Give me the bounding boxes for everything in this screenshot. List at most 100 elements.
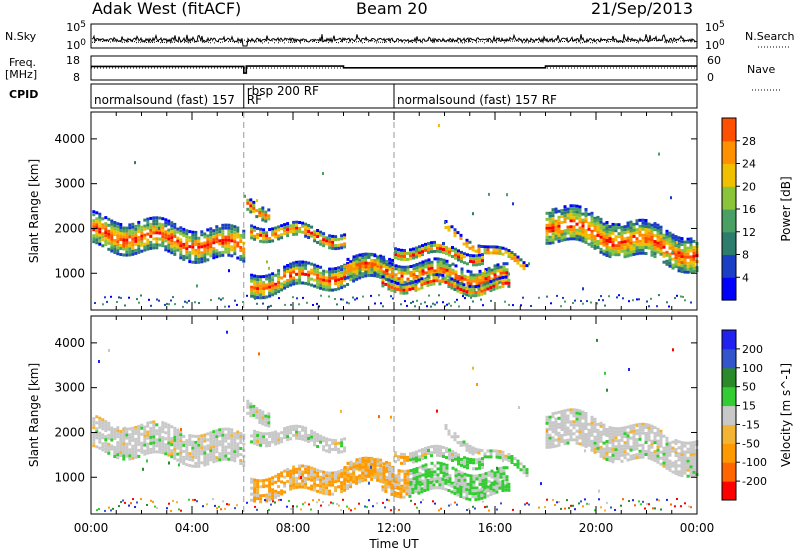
velocity-cell: [292, 486, 296, 490]
velocity-cell: [298, 467, 302, 471]
velocity-cell: [605, 428, 609, 431]
power-cell: [319, 233, 323, 237]
power-cell: [307, 230, 311, 233]
velocity-cell: [325, 480, 329, 484]
power-cell: [513, 253, 517, 257]
velocity-cell: [429, 487, 433, 490]
ytick-label: 4000: [54, 336, 85, 350]
velocity-cell: [483, 486, 487, 490]
power-cell: [364, 261, 368, 265]
power-cell: [468, 246, 472, 250]
power-cell: [221, 223, 225, 227]
power-cell: [480, 289, 484, 293]
velocity-cell: [364, 456, 368, 460]
power-cell: [662, 254, 666, 258]
velocity-cell: [209, 443, 213, 447]
velocity-cell: [316, 489, 320, 493]
power-cell: [578, 235, 582, 239]
velocity-cell: [554, 411, 558, 415]
power-cell: [382, 255, 386, 259]
power-cell: [616, 296, 618, 299]
velocity-cell: [415, 476, 419, 479]
power-cell: [176, 245, 180, 249]
velocity-cell: [424, 475, 428, 479]
power-cell: [418, 273, 422, 277]
power-cell: [442, 258, 446, 262]
velocity-cell: [194, 446, 198, 450]
velocity-cell: [319, 437, 323, 441]
power-cell: [508, 272, 510, 276]
power-cell: [414, 285, 418, 289]
power-cell: [590, 217, 594, 221]
velocity-cell: [632, 441, 636, 445]
power-cell: [382, 264, 386, 268]
velocity-cell: [124, 501, 126, 504]
velocity-cell: [647, 453, 651, 457]
velocity-cell: [128, 442, 132, 446]
power-cell: [310, 268, 314, 272]
power-cell: [289, 274, 293, 278]
power-cell: [185, 250, 189, 254]
velocity-cell: [644, 423, 648, 426]
power-cell: [436, 269, 440, 273]
power-cell: [415, 269, 419, 272]
power-cell: [188, 230, 192, 234]
power-cell: [286, 267, 290, 270]
power-cell: [379, 256, 383, 260]
velocity-cell: [134, 452, 138, 456]
power-cell: [325, 236, 329, 240]
power-cell: [424, 265, 428, 269]
velocity-cell: [504, 454, 508, 458]
power-cell: [277, 287, 281, 291]
power-cell: [614, 235, 618, 239]
power-cell: [382, 273, 386, 277]
power-cell: [343, 245, 347, 249]
velocity-cell: [563, 442, 567, 446]
power-cell: [380, 302, 382, 305]
velocity-cell: [161, 430, 165, 434]
power-cell: [647, 243, 651, 247]
power-cell: [304, 281, 308, 285]
power-cell: [424, 245, 427, 249]
velocity-cell: [496, 473, 500, 477]
power-cell: [182, 245, 186, 249]
velocity-cell: [394, 477, 398, 481]
power-cell: [578, 214, 582, 218]
velocity-cell: [122, 430, 126, 434]
velocity-cell: [554, 426, 558, 430]
power-cell: [179, 232, 183, 236]
velocity-cell: [280, 440, 284, 444]
power-cell: [475, 273, 479, 277]
power-cell: [557, 215, 561, 219]
velocity-cell: [322, 479, 326, 483]
power-cell: [406, 268, 410, 272]
velocity-cell: [560, 437, 564, 440]
power-cell: [196, 284, 198, 288]
power-cell: [242, 229, 246, 233]
velocity-cell: [376, 457, 380, 461]
velocity-cell: [644, 432, 648, 435]
velocity-cell: [384, 486, 388, 490]
power-cell: [474, 249, 478, 253]
velocity-cell: [340, 444, 344, 448]
velocity-cell: [590, 448, 594, 452]
velocity-cell: [286, 468, 290, 471]
power-cell: [659, 246, 663, 250]
power-cell: [104, 240, 108, 244]
power-cell: [267, 214, 271, 218]
power-cell: [227, 235, 231, 239]
velocity-cell: [256, 494, 260, 498]
velocity-cell: [501, 480, 505, 483]
velocity-cell: [358, 463, 362, 467]
velocity-cell: [316, 439, 320, 442]
power-cell: [472, 276, 476, 280]
power-cell: [545, 226, 549, 230]
power-cell: [265, 286, 269, 290]
velocity-cell: [218, 434, 222, 438]
velocity-cell: [313, 443, 317, 447]
power-cell: [354, 298, 356, 301]
velocity-cell: [358, 474, 362, 478]
power-cell: [457, 275, 461, 278]
power-cell: [256, 278, 260, 282]
velocity-cell: [686, 474, 690, 478]
